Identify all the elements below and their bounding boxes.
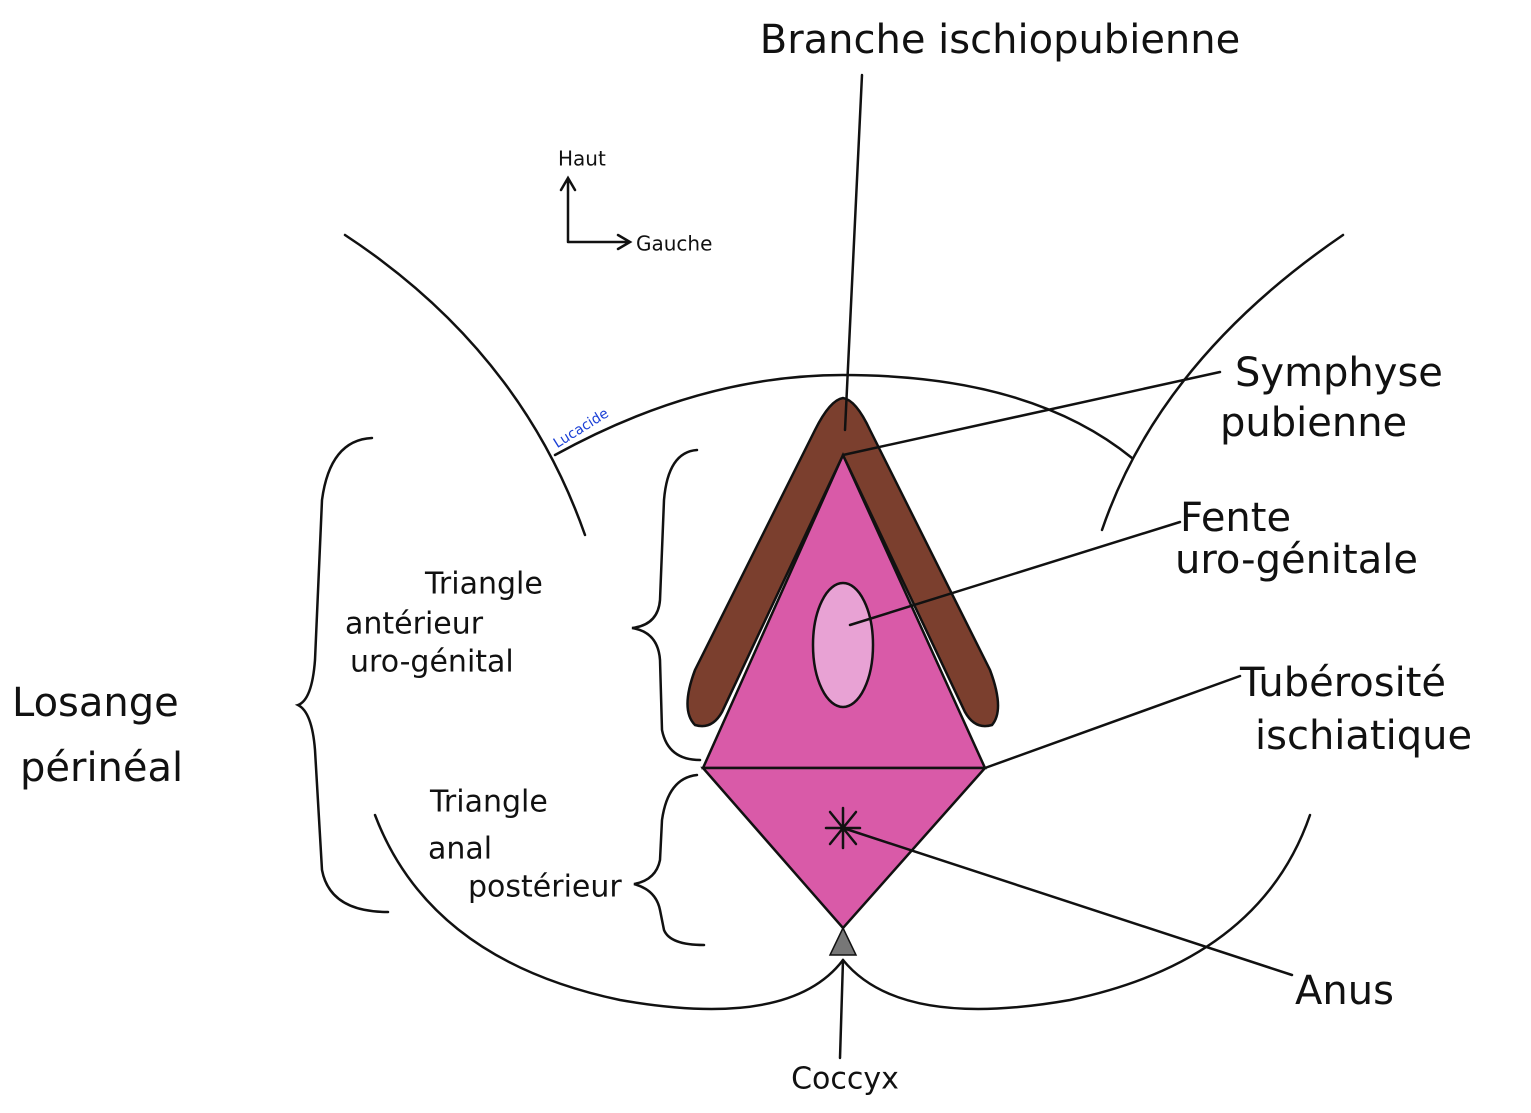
label: Tubérosité bbox=[1239, 660, 1446, 706]
orientation-up: Haut bbox=[558, 147, 606, 171]
label: Fente bbox=[1180, 495, 1291, 541]
label: Losange bbox=[12, 680, 179, 726]
label: anal bbox=[428, 832, 492, 867]
label: périnéal bbox=[20, 745, 183, 791]
label: Triangle bbox=[429, 785, 548, 820]
label: uro-génital bbox=[350, 645, 514, 680]
orientation-left: Gauche bbox=[636, 232, 712, 256]
label: Coccyx bbox=[791, 1062, 899, 1097]
diagram: Branche ischiopubienne Haut Gauche Lucac… bbox=[0, 0, 1531, 1113]
label: Symphyse bbox=[1235, 350, 1443, 396]
label: antérieur bbox=[345, 607, 484, 642]
title: Branche ischiopubienne bbox=[760, 17, 1240, 63]
label: Anus bbox=[1295, 968, 1394, 1014]
label: Triangle bbox=[424, 567, 543, 602]
label: uro-génitale bbox=[1175, 537, 1418, 583]
label: pubienne bbox=[1220, 400, 1407, 446]
label: postérieur bbox=[468, 870, 622, 905]
urogenital-cleft bbox=[813, 583, 873, 707]
label: ischiatique bbox=[1255, 713, 1472, 759]
